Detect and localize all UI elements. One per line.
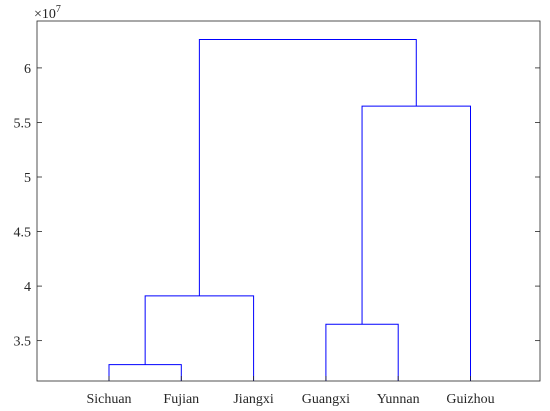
dendrogram-link — [198, 39, 417, 296]
plot-area — [36, 20, 541, 382]
x-tick-label: Jiangxi — [233, 392, 274, 407]
x-tick-label: Yunnan — [377, 392, 420, 407]
y-tick-label: 6 — [24, 62, 31, 77]
x-tick-label: Guizhou — [446, 392, 494, 407]
y-exponent-power: 7 — [56, 4, 61, 15]
y-axis-exponent: ×107 — [34, 4, 61, 22]
y-tick-label: 3.5 — [14, 335, 32, 350]
y-exponent-base: ×10 — [34, 7, 56, 22]
y-tick-label: 4 — [24, 280, 31, 295]
y-tick-label: 5 — [24, 171, 31, 186]
x-axis: Sichuan Fujian Jiangxi Guangxi Yunnan Guizhou — [86, 376, 495, 407]
y-axis: 3.5 4 4.5 5 5.5 6 — [14, 62, 540, 350]
x-tick-label: Sichuan — [86, 392, 131, 407]
y-tick-label: 5.5 — [14, 116, 32, 131]
dendrogram-links — [108, 39, 471, 381]
y-tick-label: 4.5 — [14, 226, 32, 241]
x-tick-label: Guangxi — [302, 392, 350, 407]
x-tick-label: Fujian — [163, 392, 199, 407]
